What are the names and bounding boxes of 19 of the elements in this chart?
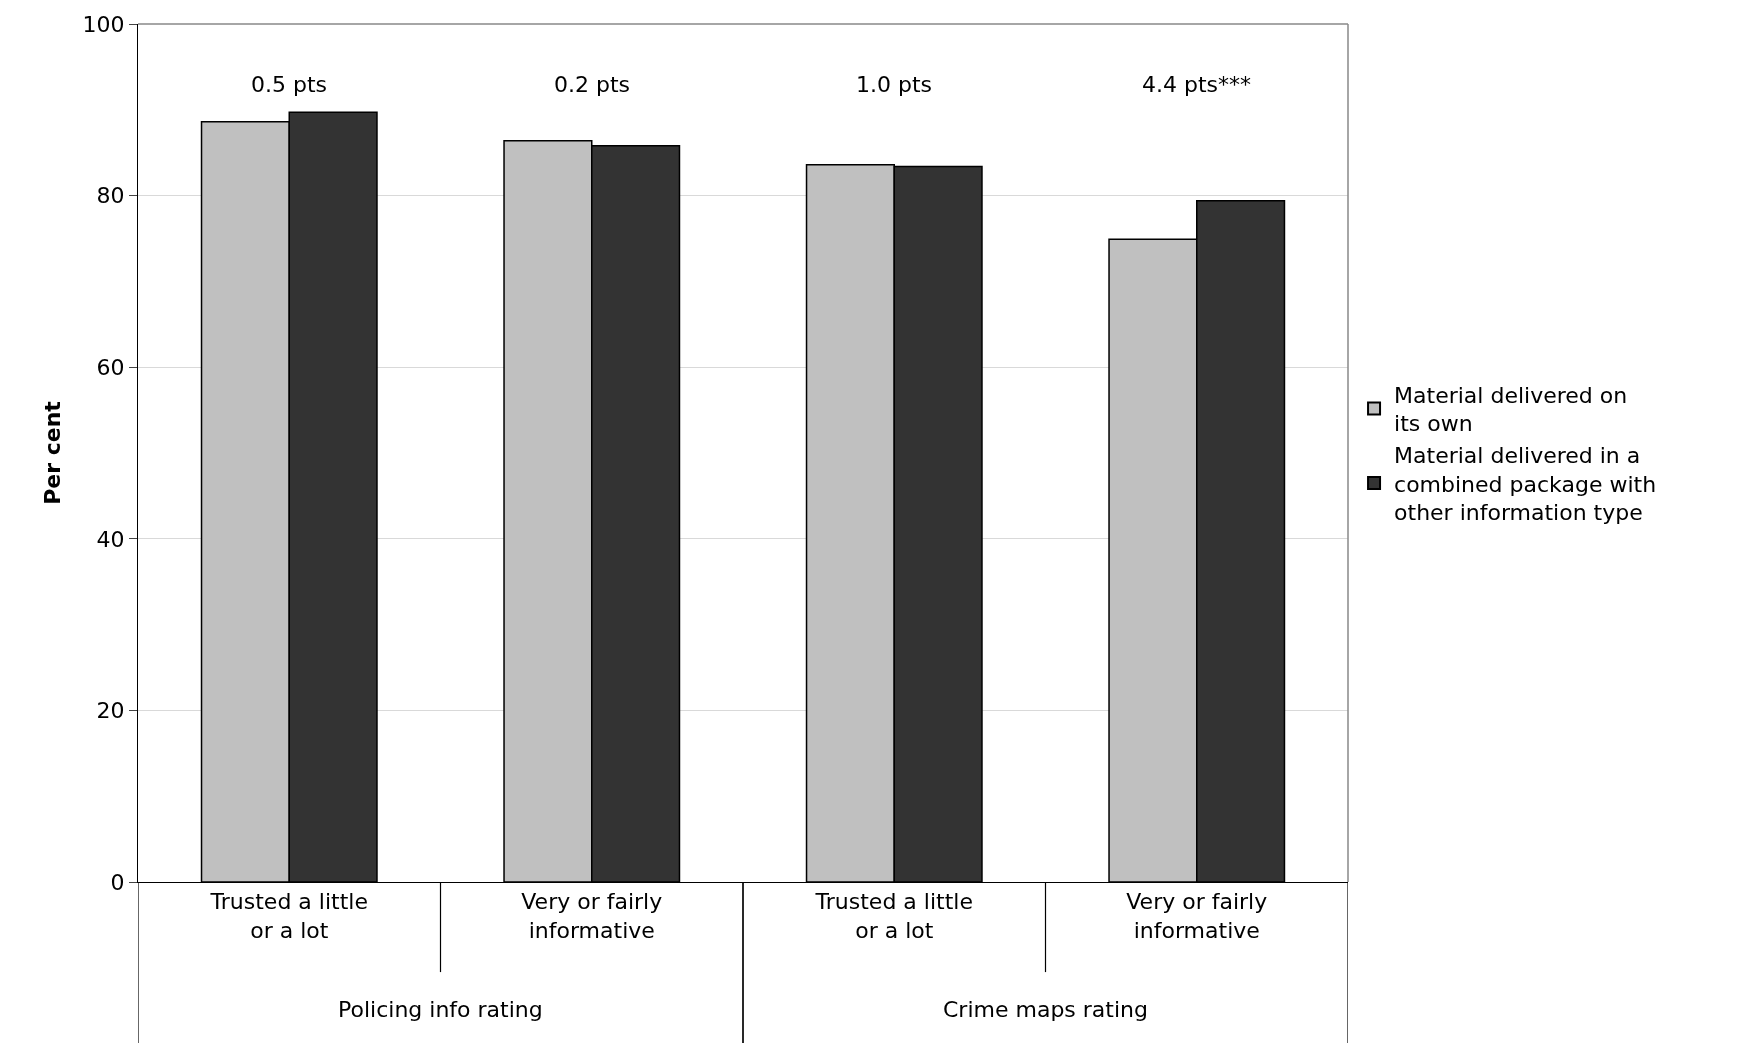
x-tick-label: Very or fairly informative	[521, 889, 663, 943]
legend-label: Material delivered in a combined package with other information type	[1394, 443, 1657, 526]
legend-label: Material delivered on its own	[1394, 382, 1628, 437]
annotation: 0.5 pts	[251, 72, 328, 97]
annotation: 4.4 pts***	[1142, 72, 1252, 97]
annotation: 1.0 pts	[856, 72, 933, 97]
x-tick-label: Trusted a little or a lot	[814, 889, 973, 943]
y-tick-label: 0	[110, 869, 125, 895]
y-tick-label: 100	[82, 11, 125, 37]
y-tick-label: 40	[96, 526, 125, 552]
y-tick-label: 80	[96, 183, 125, 209]
y-tick-label: 60	[96, 354, 125, 380]
text: Crime maps rating	[943, 997, 1148, 1022]
annotation: 0.2 pts	[554, 72, 631, 97]
y-tick-label: 20	[96, 698, 125, 724]
text: Policing info rating	[338, 997, 543, 1022]
x-tick-label: Trusted a little or a lot	[209, 889, 368, 943]
y-axis-title: Per cent	[40, 400, 66, 505]
x-tick-label: Very or fairly informative	[1126, 889, 1268, 943]
